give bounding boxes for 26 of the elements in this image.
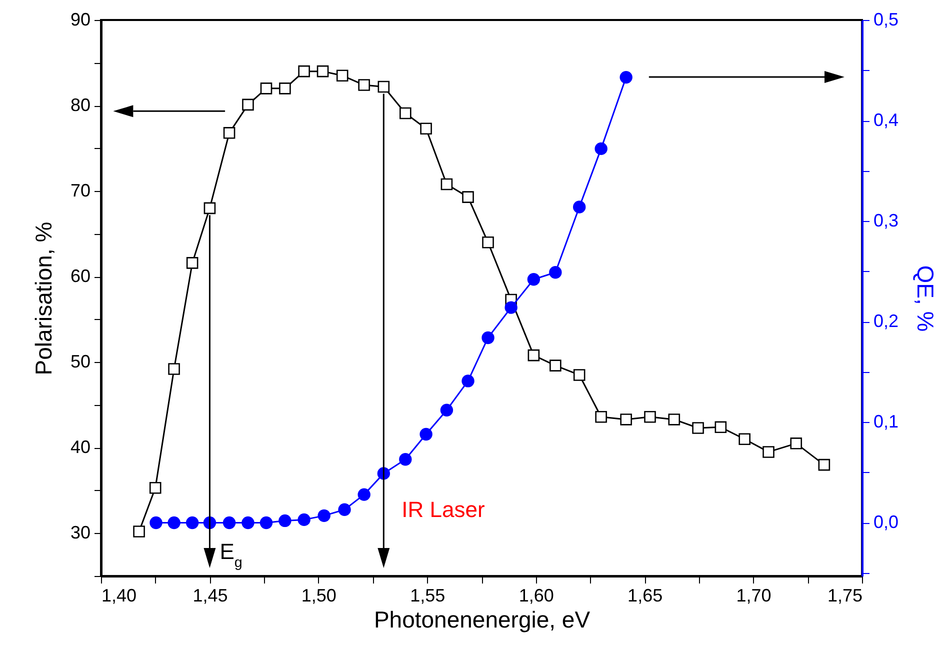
x-tick-label: 1,55: [410, 586, 446, 606]
y-axis-title: Polarisation, %: [30, 222, 56, 376]
y-tick-label: 70: [70, 180, 90, 201]
ref-line-label: E$_{g}$: [220, 539, 242, 571]
y2-tick-label: 0,1: [874, 412, 899, 432]
x-tick-label: 1,45: [192, 586, 228, 606]
x-tick-label: 1,65: [628, 586, 663, 606]
y-tick-label: 90: [70, 10, 90, 30]
y-tick-label: 80: [70, 95, 90, 116]
y2-axis-title: QE, %: [912, 265, 939, 332]
y-tick-label: 60: [70, 266, 90, 286]
y-tick-label: 50: [70, 352, 90, 372]
y2-tick-label: 0,3: [874, 210, 899, 231]
x-tick-label: 1,75: [827, 586, 862, 606]
y2-tick-label: 0,4: [874, 110, 899, 130]
y-tick-label: 40: [70, 437, 90, 458]
x-tick-label: 1,60: [518, 586, 554, 606]
x-tick-label: 1,70: [736, 586, 772, 606]
y2-tick-label: 0,2: [874, 311, 899, 332]
x-axis-title: Photonenenergie, eV: [374, 606, 591, 632]
y2-tick-label: 0,0: [874, 512, 899, 532]
x-tick-label: 1,50: [301, 586, 336, 606]
y2-tick-label: 0,5: [874, 10, 899, 30]
y-tick-label: 30: [70, 522, 90, 543]
x-tick-label: 1,40: [102, 586, 137, 606]
ref-line-label: IR Laser: [402, 497, 485, 522]
